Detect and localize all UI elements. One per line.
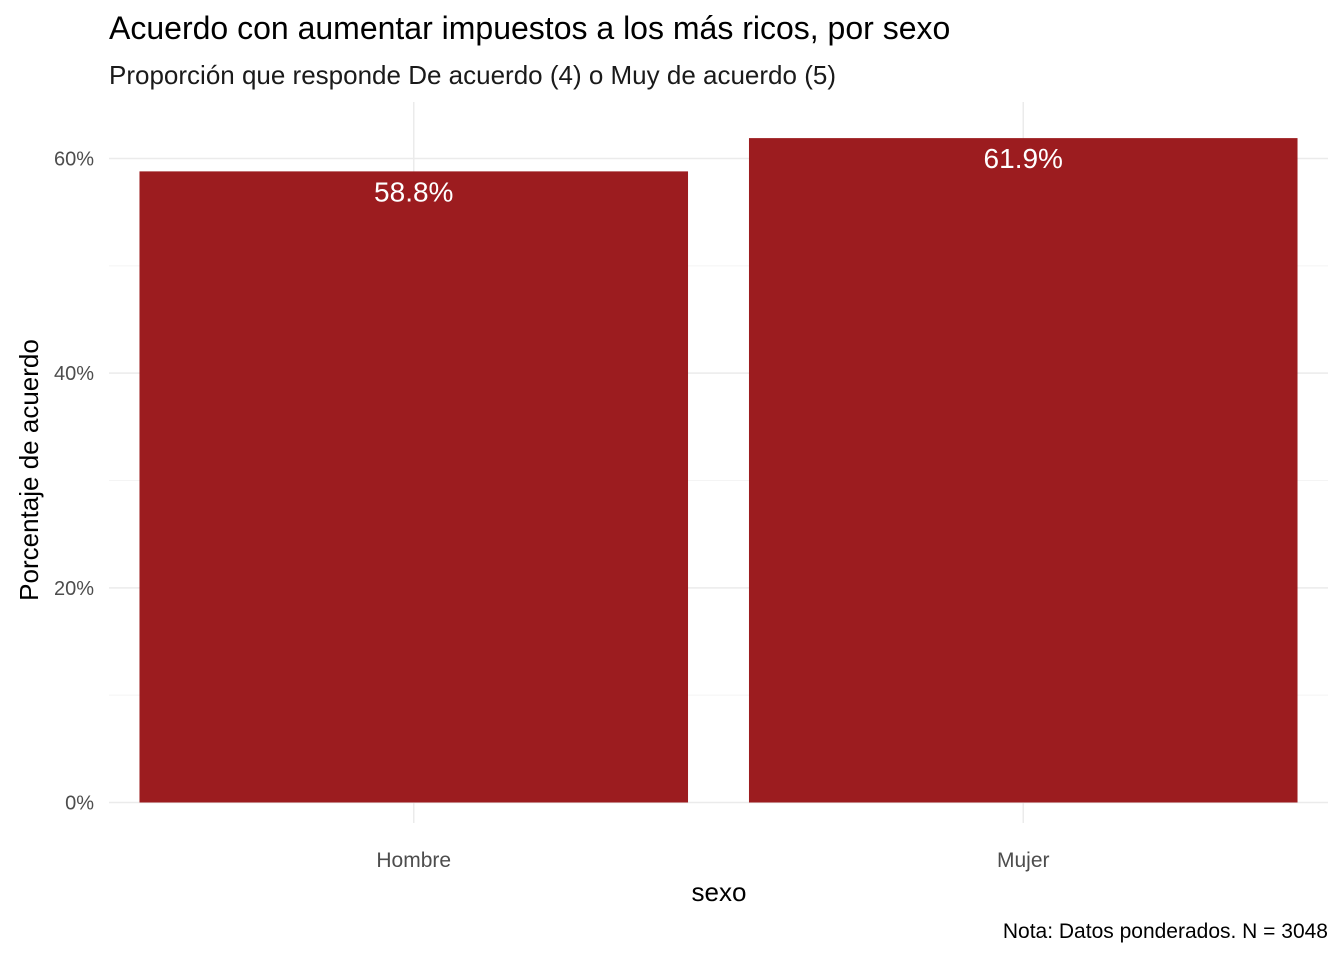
x-tick-label: Hombre <box>376 849 451 872</box>
value-label: 58.8% <box>374 176 453 207</box>
bar-hombre <box>139 171 689 803</box>
value-labels: 58.8% 61.9% <box>374 143 1063 207</box>
chart-caption: Nota: Datos ponderados. N = 3048 <box>1002 920 1328 943</box>
value-label: 61.9% <box>984 143 1063 174</box>
y-tick-label: 60% <box>54 149 94 171</box>
x-tick-labels: Hombre Mujer <box>376 849 1049 872</box>
y-axis-title: Porcentaje de acuerdo <box>14 339 44 601</box>
y-tick-label: 40% <box>54 363 94 385</box>
y-tick-labels: 0% 20% 40% 60% <box>54 149 94 815</box>
bar-mujer <box>748 138 1298 803</box>
bars <box>139 138 1298 803</box>
x-tick-label: Mujer <box>997 849 1050 872</box>
y-tick-label: 20% <box>54 578 94 600</box>
chart-subtitle: Proporción que responde De acuerdo (4) o… <box>109 60 836 90</box>
x-axis-title: sexo <box>692 877 747 907</box>
chart-title: Acuerdo con aumentar impuestos a los más… <box>109 10 951 46</box>
y-tick-label: 0% <box>65 793 94 815</box>
